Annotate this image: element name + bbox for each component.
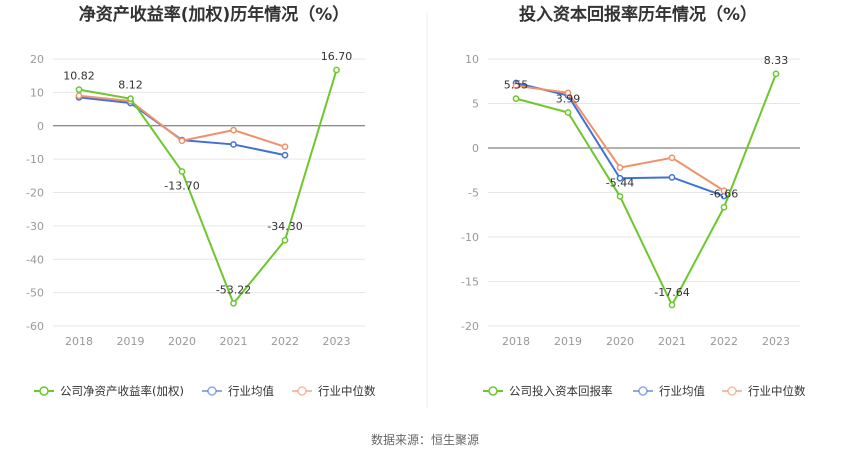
x-tick-label: 2019 bbox=[117, 335, 145, 348]
legend-swatch-marker bbox=[39, 386, 49, 396]
x-tick-label: 2020 bbox=[606, 335, 634, 348]
y-tick-label: -15 bbox=[461, 276, 479, 289]
data-point bbox=[512, 95, 520, 102]
data-label: -13.70 bbox=[164, 179, 199, 192]
y-tick-label: 0 bbox=[472, 142, 479, 155]
legend-label: 公司投入资本回报率 bbox=[509, 384, 613, 398]
legend-label: 公司净资产收益率(加权) bbox=[60, 384, 184, 398]
legend-swatch-marker bbox=[638, 386, 648, 396]
legend-label: 行业均值 bbox=[228, 384, 274, 398]
data-point bbox=[178, 168, 186, 175]
data-point bbox=[230, 141, 237, 148]
x-tick-label: 2023 bbox=[762, 335, 790, 348]
data-label: -5.44 bbox=[606, 176, 634, 189]
x-tick-label: 2018 bbox=[65, 335, 93, 348]
x-tick-label: 2023 bbox=[323, 335, 351, 348]
source-note: 数据来源：恒生聚源 bbox=[371, 432, 479, 447]
data-point bbox=[616, 164, 624, 171]
data-point bbox=[512, 82, 520, 90]
data-point bbox=[75, 92, 83, 100]
series-line bbox=[515, 73, 777, 308]
y-tick-label: 20 bbox=[30, 53, 44, 66]
data-label: 10.82 bbox=[63, 70, 95, 83]
chart-title: 投入资本回报率历年情况（%） bbox=[519, 4, 757, 25]
legend-swatch-marker bbox=[207, 386, 217, 396]
data-point bbox=[720, 203, 728, 211]
legend-label: 行业中位数 bbox=[318, 384, 376, 398]
y-tick-label: -10 bbox=[461, 231, 479, 244]
y-tick-label: -60 bbox=[26, 320, 44, 333]
y-tick-label: -50 bbox=[26, 287, 44, 300]
data-point bbox=[564, 89, 572, 97]
data-label: 8.12 bbox=[118, 79, 143, 92]
y-tick-label: 10 bbox=[30, 86, 44, 99]
data-point bbox=[616, 174, 624, 182]
series-line bbox=[78, 96, 286, 157]
y-tick-label: -10 bbox=[26, 153, 44, 166]
data-point bbox=[281, 236, 289, 244]
data-point bbox=[720, 187, 728, 195]
data-point bbox=[333, 66, 340, 74]
data-label: -6.66 bbox=[710, 187, 738, 200]
roic-chart: 投入资本回报率历年情况（%） 10 5 0 -5 -10 -15 -20 2018 2019 202… bbox=[461, 4, 806, 398]
data-label: 3.99 bbox=[556, 92, 581, 105]
data-label: -34.30 bbox=[267, 220, 302, 233]
data-label: -53.22 bbox=[216, 283, 251, 296]
data-label: -17.64 bbox=[654, 286, 689, 299]
y-tick-label: 10 bbox=[465, 53, 479, 66]
legend-label: 行业均值 bbox=[659, 384, 705, 398]
y-tick-label: -20 bbox=[461, 320, 479, 333]
y-tick-label: 5 bbox=[472, 98, 479, 111]
y-tick-label: -20 bbox=[26, 187, 44, 200]
y-tick-label: -5 bbox=[468, 187, 479, 200]
data-point bbox=[178, 137, 186, 145]
y-tick-label: -40 bbox=[26, 253, 44, 266]
legend-swatch-marker bbox=[727, 386, 737, 396]
data-point bbox=[616, 193, 624, 200]
data-point bbox=[281, 143, 289, 151]
data-label: 16.70 bbox=[321, 50, 353, 63]
chart-title: 净资产收益率(加权)历年情况（%） bbox=[79, 4, 350, 25]
data-point bbox=[564, 109, 572, 116]
data-point bbox=[668, 174, 676, 181]
x-tick-label: 2021 bbox=[220, 335, 248, 348]
data-label: 5.55 bbox=[504, 79, 529, 92]
data-point bbox=[75, 86, 83, 93]
data-point bbox=[281, 151, 289, 159]
data-point bbox=[230, 300, 237, 307]
x-tick-label: 2022 bbox=[710, 335, 738, 348]
x-tick-label: 2020 bbox=[168, 335, 196, 348]
data-point bbox=[772, 70, 780, 78]
x-tick-label: 2019 bbox=[554, 335, 582, 348]
data-label: 8.33 bbox=[764, 54, 789, 67]
series-line bbox=[78, 69, 338, 306]
data-point bbox=[127, 95, 134, 102]
x-tick-label: 2021 bbox=[658, 335, 686, 348]
x-tick-label: 2018 bbox=[502, 335, 530, 348]
legend-label: 行业中位数 bbox=[748, 384, 806, 398]
roe-chart: 净资产收益率(加权)历年情况（%） 20 10 0 -10 -20 -30 -40 -50 -60… bbox=[26, 4, 376, 398]
x-tick-label: 2022 bbox=[271, 335, 299, 348]
data-point bbox=[668, 301, 676, 309]
y-tick-label: -30 bbox=[26, 220, 44, 233]
data-point bbox=[668, 154, 676, 162]
data-point bbox=[230, 126, 237, 134]
y-tick-label: 0 bbox=[37, 120, 44, 133]
legend-swatch-marker bbox=[488, 386, 498, 396]
legend-swatch-marker bbox=[297, 386, 307, 396]
